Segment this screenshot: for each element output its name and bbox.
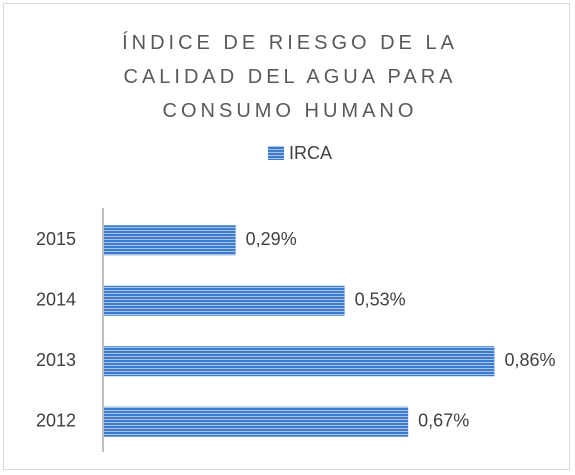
bar — [104, 285, 345, 316]
y-tick-label: 2014 — [36, 290, 76, 310]
legend-swatch — [268, 146, 284, 160]
y-tick-label: 2012 — [36, 411, 76, 431]
bar — [104, 225, 236, 256]
chart-frame — [3, 3, 570, 470]
data-label: 0,86% — [504, 350, 555, 370]
data-label: 0,53% — [355, 290, 406, 310]
data-label: 0,67% — [418, 411, 469, 431]
y-tick-label: 2015 — [36, 229, 76, 249]
legend-label: IRCA — [289, 143, 332, 163]
bar — [104, 346, 495, 377]
bar — [104, 406, 409, 437]
y-tick-label: 2013 — [36, 350, 76, 370]
data-label: 0,29% — [246, 229, 297, 249]
chart-title: ÍNDICE DE RIESGO DE LA CALIDAD DEL AGUA … — [122, 32, 458, 122]
